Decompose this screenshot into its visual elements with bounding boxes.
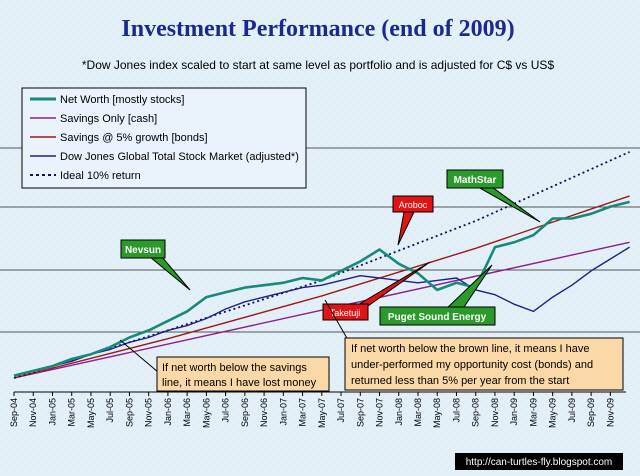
callout-mathstar-box	[446, 169, 504, 189]
x-tick-label: Jan-05	[47, 398, 57, 426]
x-tick-label: Nov-04	[28, 398, 38, 427]
note-bonds-leader	[324, 299, 349, 341]
x-tick-labels: Sep-04 Nov-04 Jan-05 Mar-05 May-05 Jul-05 Sep-…	[9, 392, 615, 428]
x-tick-label: Jan-07	[278, 398, 288, 426]
x-tick-label: Sep-04	[9, 398, 19, 427]
note-savings: If net worth below the savings line, it …	[119, 339, 330, 392]
legend: Net Worth [mostly stocks] Savings Only […	[21, 87, 307, 189]
x-tick-label: Nov-08	[490, 398, 500, 427]
x-tick-label: May-06	[201, 398, 211, 428]
series-lines	[13, 151, 630, 379]
note-savings-line-1: If net worth below the savings	[162, 362, 307, 374]
x-tick-label: Mar-08	[413, 398, 423, 427]
x-tick-label: May-07	[317, 398, 327, 428]
note-savings-box	[156, 356, 330, 392]
x-tick-label: May-09	[548, 398, 558, 428]
series-line-dow-jones	[13, 246, 630, 377]
x-tick-label: Jul-07	[336, 398, 346, 423]
series-line-savings-5pct	[13, 195, 630, 379]
callout-nevsun-label: Nevsun	[125, 245, 161, 256]
x-tick-label: Jan-09	[509, 398, 519, 426]
x-tick-label: Mar-09	[528, 398, 538, 427]
callout-mathstar: MathStar	[446, 169, 541, 223]
legend-label-savings-only: Savings Only [cash]	[60, 113, 157, 125]
x-tick-label: May-05	[86, 398, 96, 428]
x-tick-label: Jul-06	[221, 398, 231, 423]
x-tick-label: Mar-06	[182, 398, 192, 427]
x-tick-label: Jan-08	[394, 398, 404, 426]
callout-puget: Puget Sound Energy	[379, 264, 496, 326]
chart-subtitle: *Dow Jones index scaled to start at same…	[82, 58, 555, 72]
x-tick-label: Sep-08	[471, 398, 481, 427]
x-tick-label: Nov-07	[375, 398, 385, 427]
series-line-net-worth	[13, 200, 630, 377]
callout-mathstar-label: MathStar	[454, 175, 497, 186]
x-tick-label: Sep-07	[355, 398, 365, 427]
x-tick-label: Mar-05	[67, 398, 77, 427]
callout-aroboc-label: Aroboc	[399, 200, 428, 210]
note-bonds-line-1: If net worth below the brown line, it me…	[351, 343, 589, 355]
callout-nevsun-box	[120, 239, 166, 259]
x-tick-label: Jul-05	[105, 398, 115, 423]
x-tick-label: May-08	[432, 398, 442, 428]
legend-label-dow-jones: Dow Jones Global Total Stock Market (adj…	[60, 151, 299, 163]
callout-taketuji-label: Taketuji	[330, 308, 361, 318]
x-tick-label: Nov-09	[605, 398, 615, 427]
chart-title: Investment Performance (end of 2009)	[121, 16, 514, 42]
callout-puget-label: Puget Sound Energy	[388, 312, 487, 323]
x-tick-label: Nov-05	[144, 398, 154, 427]
x-tick-label: Sep-06	[240, 398, 250, 427]
series-line-savings-only	[13, 241, 630, 379]
note-bonds-line-3: returned less than 5% per year from the …	[351, 375, 569, 387]
x-tick-label: Jul-08	[451, 398, 461, 423]
legend-label-ideal: Ideal 10% return	[60, 170, 141, 182]
x-tick-label: Nov-06	[259, 398, 269, 427]
x-tick-label: Mar-07	[298, 398, 308, 427]
callout-aroboc: Aroboc	[392, 195, 434, 246]
x-tick-label: Jul-09	[567, 398, 577, 423]
note-savings-leader	[119, 339, 159, 373]
callout-aroboc-box	[392, 195, 434, 213]
note-bonds-box	[344, 337, 624, 391]
legend-label-net-worth: Net Worth [mostly stocks]	[60, 94, 185, 106]
legend-label-savings-5pct: Savings @ 5% growth [bonds]	[60, 132, 208, 144]
x-tick-label: Sep-09	[586, 398, 596, 427]
note-bonds-line-2: under-performed my opportunity cost (bon…	[351, 359, 593, 371]
note-bonds: If net worth below the brown line, it me…	[324, 299, 624, 391]
note-savings-line-2: line, it means I have lost money	[162, 377, 317, 389]
footer-url: http://can-turtles-fly.blogspot.com	[466, 457, 613, 468]
footer-badge	[455, 453, 623, 470]
callout-nevsun: Nevsun	[120, 239, 191, 291]
legend-box	[21, 87, 307, 189]
callout-puget-box	[379, 306, 496, 326]
x-tick-label: Jan-06	[163, 398, 173, 426]
x-tick-label: Sep-05	[124, 398, 134, 427]
